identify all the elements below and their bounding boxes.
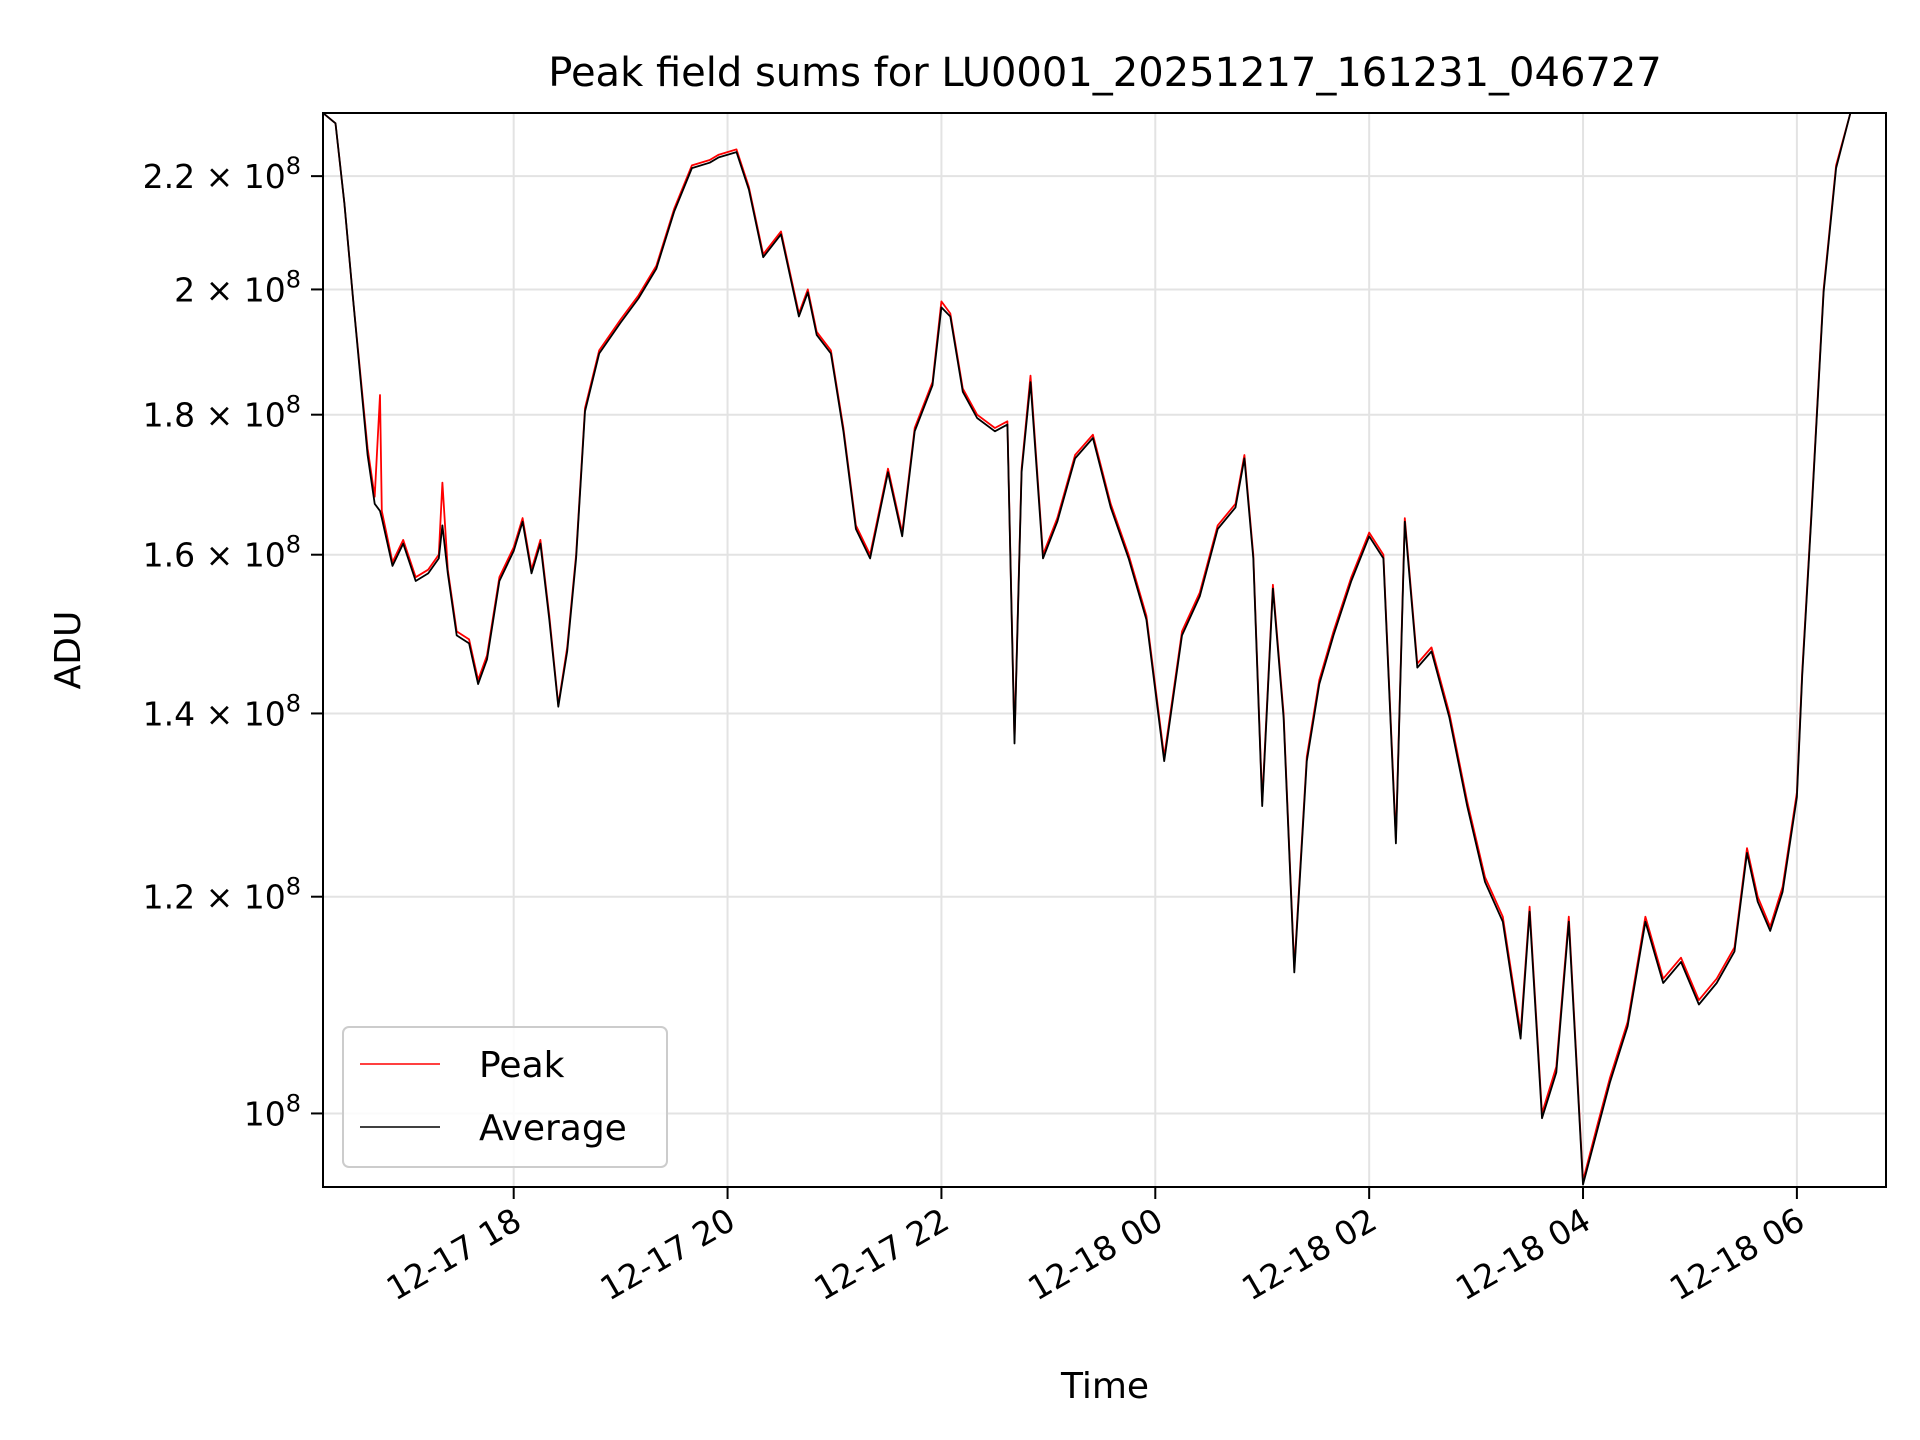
x-axis-label: Time — [1060, 1366, 1149, 1407]
legend-label-peak: Peak — [479, 1045, 565, 1086]
legend-box — [342, 1026, 668, 1168]
y-tick-label: 1.6 × 108 — [143, 531, 301, 575]
y-tick-label: 2 × 108 — [174, 265, 301, 309]
legend-label-average: Average — [479, 1108, 627, 1149]
y-tick-label: 1.8 × 108 — [143, 391, 301, 435]
series-line-average — [323, 113, 1886, 1186]
y-tick-label: 108 — [244, 1089, 301, 1133]
y-tick-label: 1.2 × 108 — [143, 873, 301, 917]
chart-title: Peak field sums for LU0001_20251217_1612… — [548, 50, 1662, 96]
y-axis-ticks: 108 1.2 × 108 1.4 × 108 1.6 × 108 1.8 × 108 2… — [143, 152, 323, 1133]
series-group — [323, 113, 1886, 1186]
y-axis-label: ADU — [48, 611, 89, 690]
legend: Peak Average — [342, 1026, 668, 1168]
plot-frame — [322, 112, 1887, 1188]
grid-lines — [323, 113, 1886, 1187]
y-tick-label: 2.2 × 108 — [143, 152, 301, 196]
y-tick-label: 1.4 × 108 — [143, 689, 301, 733]
